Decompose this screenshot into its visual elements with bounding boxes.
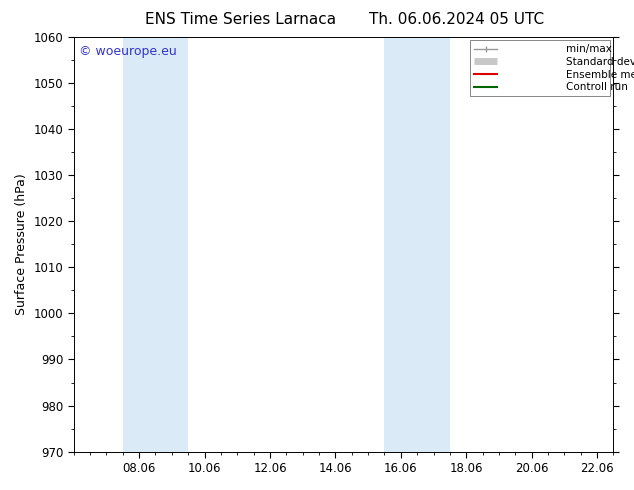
Legend: min/max, Standard deviation, Ensemble mean run, Controll run: min/max, Standard deviation, Ensemble me… bbox=[470, 40, 611, 97]
Text: Th. 06.06.2024 05 UTC: Th. 06.06.2024 05 UTC bbox=[369, 12, 544, 27]
Y-axis label: Surface Pressure (hPa): Surface Pressure (hPa) bbox=[15, 173, 28, 315]
Bar bbox=[384, 37, 450, 452]
Bar bbox=[123, 37, 188, 452]
Text: ENS Time Series Larnaca: ENS Time Series Larnaca bbox=[145, 12, 337, 27]
Text: © woeurope.eu: © woeurope.eu bbox=[79, 46, 177, 58]
